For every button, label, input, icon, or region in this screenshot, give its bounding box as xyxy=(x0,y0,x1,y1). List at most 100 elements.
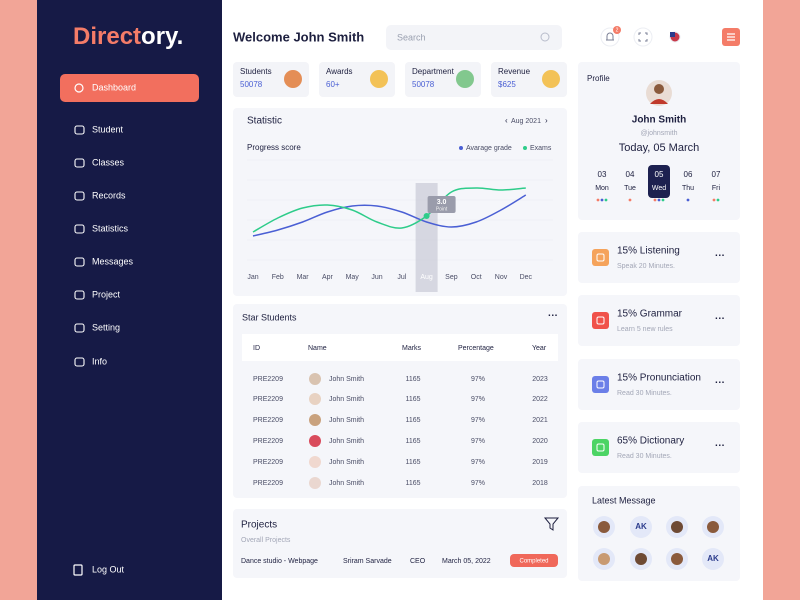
column-header: Marks xyxy=(402,345,422,352)
table-cell: 1165 xyxy=(405,459,420,466)
day-dot xyxy=(653,198,657,202)
filter-button[interactable] xyxy=(543,517,560,531)
legend-label: Exams xyxy=(530,145,552,152)
message-avatar[interactable] xyxy=(630,516,652,538)
message-avatar[interactable] xyxy=(702,548,724,570)
table-cell: 2022 xyxy=(532,396,548,403)
avatar-face xyxy=(707,521,719,533)
x-tick-label: Nov xyxy=(495,274,508,281)
course-title: 15% Grammar xyxy=(617,309,683,320)
stat-label: Department xyxy=(412,67,455,76)
nav-item[interactable]: Messages xyxy=(92,256,134,266)
day-dot xyxy=(657,198,661,202)
table-cell: John Smith xyxy=(329,376,364,383)
nav-item[interactable]: Classes xyxy=(92,157,125,167)
nav-item[interactable]: Project xyxy=(92,289,121,299)
profile-handle: @johnsmith xyxy=(640,130,677,137)
day-selected[interactable] xyxy=(648,165,670,198)
stat-icon xyxy=(370,70,388,88)
course-title: 65% Dictionary xyxy=(617,436,684,447)
more-button[interactable]: ··· xyxy=(548,311,558,322)
nav-item[interactable]: Dashboard xyxy=(92,82,136,92)
search-box[interactable] xyxy=(386,25,562,50)
next-button[interactable]: › xyxy=(545,116,548,125)
more-button[interactable]: ··· xyxy=(715,251,725,262)
nav-item[interactable]: Setting xyxy=(92,322,120,332)
project-role: CEO xyxy=(410,558,426,565)
day-name[interactable]: Fri xyxy=(712,185,721,192)
student-avatar xyxy=(309,435,321,447)
day-name[interactable]: Tue xyxy=(624,185,636,192)
nav-icon xyxy=(74,357,85,367)
nav-item[interactable]: Student xyxy=(92,124,124,134)
more-button[interactable]: ··· xyxy=(715,314,725,325)
students-panel xyxy=(233,304,567,498)
nav-icon xyxy=(74,290,85,300)
stat-value: 60+ xyxy=(326,80,340,89)
course-card xyxy=(578,359,740,410)
table-cell: John Smith xyxy=(329,480,364,487)
nav-item[interactable]: Statistics xyxy=(92,223,129,233)
table-cell: PRE2209 xyxy=(253,459,283,466)
day-name[interactable]: Thu xyxy=(682,185,694,192)
search-placeholder[interactable]: Search xyxy=(397,32,426,42)
search-icon[interactable] xyxy=(540,32,550,42)
panel-title: Latest Message xyxy=(592,495,656,505)
fullscreen-button[interactable] xyxy=(633,27,653,47)
day-number[interactable]: 07 xyxy=(712,170,721,179)
nav-item[interactable]: Info xyxy=(92,356,107,366)
course-subtitle: Speak 20 Minutes. xyxy=(617,263,675,270)
column-header: Percentage xyxy=(458,345,494,352)
legend-label: Avarage grade xyxy=(466,145,512,152)
column-header: Year xyxy=(532,345,547,352)
projects-panel xyxy=(233,509,567,578)
course-icon xyxy=(592,376,609,393)
x-tick-label: Jun xyxy=(371,274,382,281)
nav-item[interactable]: Records xyxy=(92,190,126,200)
status-badge xyxy=(510,554,558,567)
table-cell: 1165 xyxy=(405,438,420,445)
line-series xyxy=(252,187,526,233)
profile-date: Today, 05 March xyxy=(619,142,700,154)
prev-button[interactable]: ‹ xyxy=(505,116,508,125)
nav-icon xyxy=(74,323,85,333)
day-number[interactable]: 03 xyxy=(598,170,607,179)
x-tick-label: Dec xyxy=(520,274,533,281)
panel-title: Projects xyxy=(241,520,277,531)
table-cell: 2019 xyxy=(532,459,548,466)
more-button[interactable]: ··· xyxy=(715,378,725,389)
day-dot xyxy=(716,198,720,202)
day-number[interactable]: 05 xyxy=(655,170,664,179)
table-cell: 2018 xyxy=(532,480,548,487)
stat-value: 50078 xyxy=(412,80,435,89)
x-tick-label: Aug xyxy=(420,274,433,281)
nav-icon xyxy=(74,83,84,93)
course-card xyxy=(578,295,740,346)
day-dot xyxy=(628,198,632,202)
avatar-initials[interactable]: AK xyxy=(707,554,719,563)
course-subtitle: Read 30 Minutes. xyxy=(617,453,672,460)
column-header: Name xyxy=(308,345,327,352)
more-button[interactable]: ··· xyxy=(715,441,725,452)
logout[interactable]: Log Out xyxy=(73,564,125,576)
flag-canton xyxy=(670,32,675,37)
day-dot xyxy=(600,198,604,202)
table-cell: John Smith xyxy=(329,459,364,466)
x-tick-label: Jan xyxy=(247,274,258,281)
avatar-initials[interactable]: AK xyxy=(635,522,647,531)
legend-dot xyxy=(523,146,527,150)
stat-label: Awards xyxy=(326,67,353,76)
table-cell: 2021 xyxy=(532,417,548,424)
nav-active[interactable] xyxy=(60,74,199,102)
day-number[interactable]: 04 xyxy=(626,170,635,179)
day-number[interactable]: 06 xyxy=(684,170,693,179)
table-cell: PRE2209 xyxy=(253,396,283,403)
day-name[interactable]: Mon xyxy=(595,185,609,192)
student-avatar xyxy=(309,414,321,426)
x-tick-label: Mar xyxy=(297,274,310,281)
notification-count: 2 xyxy=(616,27,619,33)
panel-subtitle: Overall Projects xyxy=(241,537,291,544)
logout-label[interactable]: Log Out xyxy=(92,564,125,574)
day-name[interactable]: Wed xyxy=(652,185,666,192)
period[interactable]: Aug 2021 xyxy=(511,118,541,125)
